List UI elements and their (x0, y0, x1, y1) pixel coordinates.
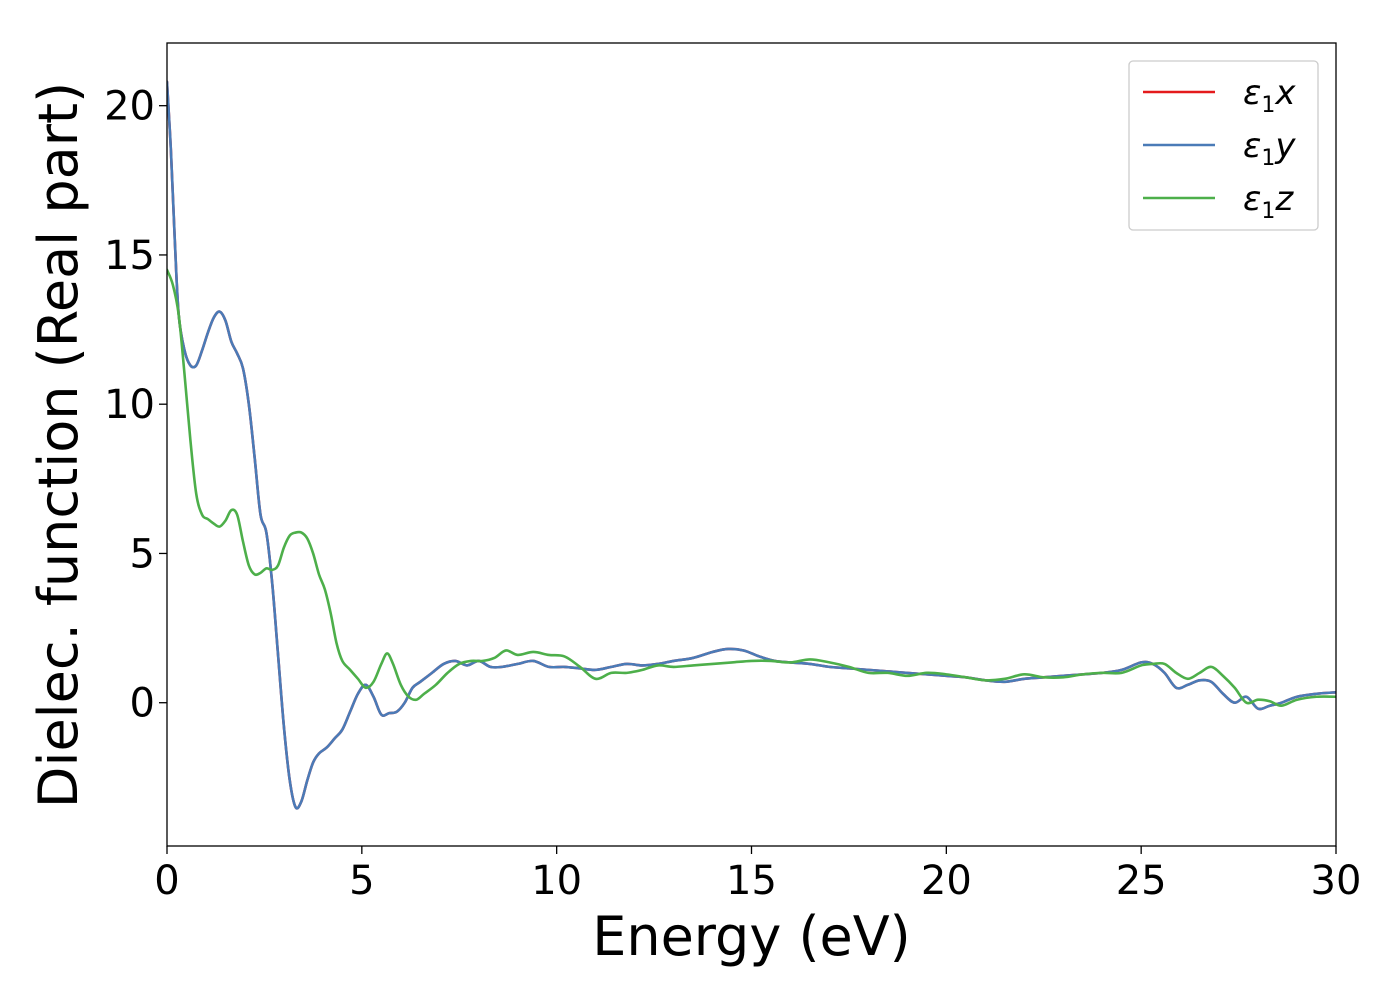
x-tick-label: 10 (531, 858, 582, 904)
x-tick-label: 25 (1116, 858, 1167, 904)
y-tick-label: 15 (104, 233, 155, 279)
y-tick-label: 0 (130, 681, 155, 727)
y-tick-label: 10 (104, 382, 155, 428)
x-tick-label: 30 (1311, 858, 1362, 904)
x-axis-title: Energy (eV) (592, 905, 911, 968)
legend: ε1x ε1y ε1z (1128, 60, 1319, 231)
x-tick-label: 5 (349, 858, 374, 904)
y-axis-title: Dielec. function (Real part) (27, 82, 90, 808)
series-line-y (167, 80, 1336, 810)
legend-box (1128, 60, 1319, 231)
x-tick-label: 15 (726, 858, 777, 904)
y-tick-label: 5 (130, 531, 155, 577)
legend-label-z: ε1z (1243, 179, 1294, 224)
x-tick-label: 0 (154, 858, 179, 904)
legend-items: ε1x ε1y ε1z (1143, 73, 1296, 224)
series-layer (167, 80, 1336, 810)
legend-label-y: ε1y (1243, 126, 1296, 171)
legend-label-x: ε1x (1243, 73, 1296, 118)
y-tick-label: 20 (104, 84, 155, 130)
y-axis-ticks: 0 5 10 15 20 (104, 84, 167, 727)
series-line-z (167, 268, 1336, 707)
x-tick-label: 20 (921, 858, 972, 904)
x-axis-ticks: 0 5 10 15 20 25 30 (154, 846, 1361, 904)
